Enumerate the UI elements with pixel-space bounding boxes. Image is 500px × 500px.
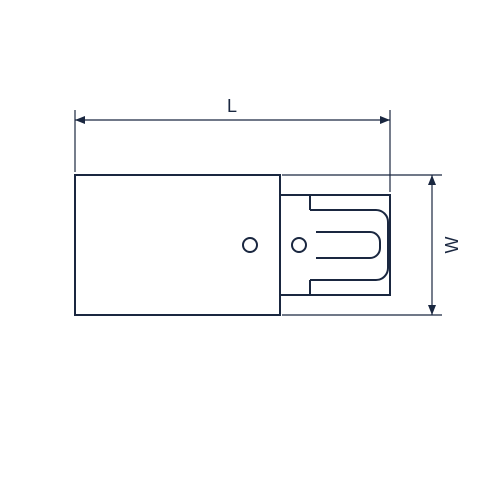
- inner-slot: [316, 232, 380, 258]
- dimension-length: L: [75, 96, 390, 192]
- main-body: [75, 175, 280, 315]
- technical-drawing: L W: [0, 0, 500, 500]
- inner-tab: [310, 210, 388, 280]
- hole-right: [292, 238, 306, 252]
- length-label: L: [227, 96, 237, 116]
- hole-left: [243, 238, 257, 252]
- width-label: W: [442, 237, 462, 254]
